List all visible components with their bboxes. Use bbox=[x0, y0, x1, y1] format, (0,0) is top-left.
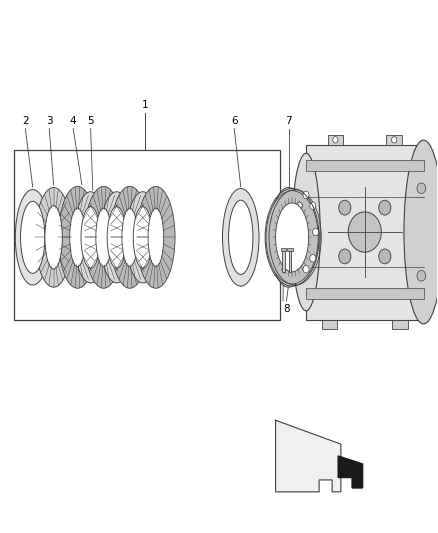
Circle shape bbox=[293, 228, 300, 236]
Ellipse shape bbox=[276, 199, 302, 276]
Ellipse shape bbox=[81, 207, 100, 268]
Circle shape bbox=[296, 202, 302, 209]
Ellipse shape bbox=[96, 208, 112, 266]
Ellipse shape bbox=[111, 187, 149, 288]
Ellipse shape bbox=[292, 154, 320, 311]
Ellipse shape bbox=[70, 208, 85, 266]
Bar bbox=[306, 288, 424, 298]
Bar bbox=[281, 248, 286, 251]
Bar bbox=[282, 251, 285, 272]
Circle shape bbox=[379, 200, 391, 215]
Circle shape bbox=[333, 136, 338, 143]
Bar bbox=[386, 135, 402, 144]
Circle shape bbox=[303, 191, 309, 199]
Text: 7: 7 bbox=[285, 116, 292, 126]
Polygon shape bbox=[276, 420, 341, 492]
Polygon shape bbox=[338, 456, 363, 488]
Ellipse shape bbox=[137, 187, 175, 288]
Bar bbox=[306, 144, 424, 319]
Circle shape bbox=[310, 202, 316, 209]
Text: 4: 4 bbox=[70, 116, 77, 126]
Bar bbox=[14, 150, 280, 319]
Ellipse shape bbox=[107, 207, 126, 268]
Ellipse shape bbox=[58, 187, 97, 288]
Ellipse shape bbox=[85, 187, 123, 288]
Circle shape bbox=[339, 249, 351, 264]
Circle shape bbox=[348, 212, 381, 252]
Bar bbox=[306, 160, 424, 171]
Ellipse shape bbox=[148, 208, 164, 266]
Ellipse shape bbox=[266, 191, 318, 284]
Text: 3: 3 bbox=[46, 116, 53, 126]
Ellipse shape bbox=[133, 207, 152, 268]
Circle shape bbox=[379, 249, 391, 264]
Circle shape bbox=[310, 255, 316, 262]
Ellipse shape bbox=[276, 203, 309, 272]
Circle shape bbox=[296, 255, 302, 262]
Circle shape bbox=[313, 228, 319, 236]
Bar bbox=[392, 319, 408, 329]
Circle shape bbox=[339, 200, 351, 215]
Circle shape bbox=[303, 265, 309, 273]
Bar bbox=[322, 319, 337, 329]
Ellipse shape bbox=[35, 188, 72, 287]
Text: 8: 8 bbox=[283, 304, 290, 313]
Ellipse shape bbox=[74, 192, 107, 283]
Circle shape bbox=[417, 183, 426, 193]
Text: 6: 6 bbox=[231, 116, 237, 126]
Ellipse shape bbox=[122, 208, 138, 266]
Circle shape bbox=[392, 136, 397, 143]
Bar bbox=[287, 248, 293, 251]
Bar bbox=[328, 135, 343, 144]
Ellipse shape bbox=[15, 190, 50, 285]
Ellipse shape bbox=[229, 200, 253, 274]
Ellipse shape bbox=[21, 201, 45, 273]
Text: 2: 2 bbox=[22, 116, 28, 126]
Ellipse shape bbox=[100, 192, 133, 283]
Circle shape bbox=[417, 270, 426, 281]
Text: 1: 1 bbox=[142, 100, 148, 110]
Ellipse shape bbox=[223, 189, 259, 286]
Ellipse shape bbox=[45, 206, 62, 269]
Ellipse shape bbox=[404, 140, 438, 324]
Bar bbox=[289, 251, 291, 272]
Ellipse shape bbox=[269, 188, 308, 287]
Text: 5: 5 bbox=[87, 116, 94, 126]
Ellipse shape bbox=[126, 192, 159, 283]
